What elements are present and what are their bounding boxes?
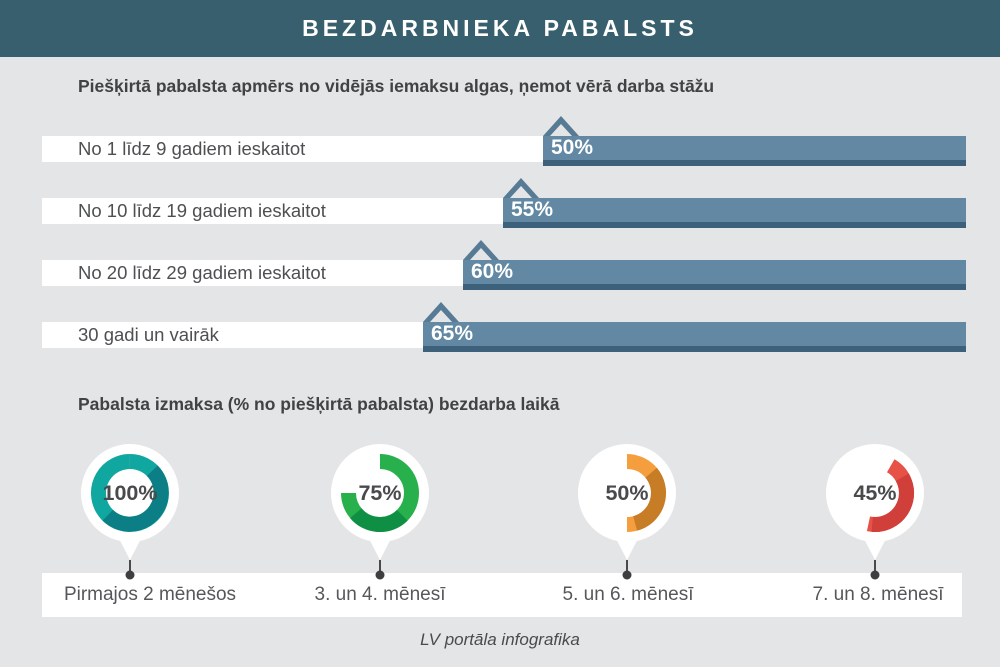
bar-value-label: 50% (551, 136, 594, 159)
donut-pin: 75% (328, 441, 432, 587)
bar-marker-inner (550, 124, 572, 136)
period-label: 3. un 4. mēnesī (314, 584, 446, 605)
bar-row: No 1 līdz 9 gadiem ieskaitot 50% (42, 116, 966, 166)
bar-value-label: 65% (431, 322, 474, 345)
credit-text: LV portāla infografika (420, 630, 580, 649)
bar-category-label: 30 gadi un vairāk (78, 324, 219, 345)
bar-marker-inner (470, 248, 492, 260)
bar-fill (543, 136, 966, 166)
pin-dot-icon (375, 570, 385, 580)
donut-value-label: 100% (103, 481, 158, 505)
pin-dot-icon (870, 570, 880, 580)
donut-value-label: 75% (358, 481, 401, 505)
section-title-bars: Piešķirtā pabalsta apmērs no vidējās iem… (78, 76, 715, 96)
donut-value-label: 50% (605, 481, 648, 505)
pin-dot-icon (622, 570, 632, 580)
bar-row: No 10 līdz 19 gadiem ieskaitot 55% (42, 178, 966, 228)
bar-category-label: No 20 līdz 29 gadiem ieskaitot (78, 262, 326, 283)
bar-value-label: 55% (511, 198, 554, 221)
donut-pin: 50% (575, 441, 679, 587)
bar-fill (463, 260, 966, 290)
bar-row: 30 gadi un vairāk 65% (42, 302, 966, 352)
pin-connector (626, 560, 628, 571)
period-label: 5. un 6. mēnesī (562, 584, 694, 605)
bar-category-label: No 10 līdz 19 gadiem ieskaitot (78, 200, 326, 221)
bar-row: No 20 līdz 29 gadiem ieskaitot 60% (42, 240, 966, 290)
donut-value-label: 45% (853, 481, 896, 505)
donut-ring-shadow (632, 467, 666, 531)
donut-ring-shadow (871, 473, 914, 532)
donut-ring-shadow (102, 465, 169, 532)
bar-label-box (42, 260, 463, 286)
header-bar: BEZDARBNIEKA PABALSTS (0, 0, 1000, 57)
bar-label-box (42, 198, 503, 224)
pin-connector (129, 560, 131, 571)
period-label: 7. un 8. mēnesī (812, 584, 944, 605)
bar-value-label: 60% (471, 260, 514, 283)
donut-pin: 100% (78, 441, 182, 587)
donut-ring-shadow (350, 508, 408, 532)
bar-fill (503, 198, 966, 228)
donut-pin: 45% (823, 441, 927, 587)
page-title: BEZDARBNIEKA PABALSTS (302, 15, 698, 41)
bar-marker-inner (510, 186, 532, 198)
bar-marker-inner (430, 310, 452, 322)
bar-label-box (42, 136, 543, 162)
period-label-band (42, 573, 962, 617)
period-label: Pirmajos 2 mēnešos (63, 584, 237, 605)
pin-dot-icon (125, 570, 135, 580)
section-title-donuts: Pabalsta izmaksa (% no piešķirtā pabalst… (78, 394, 560, 414)
bar-label-box (42, 322, 423, 348)
bar-category-label: No 1 līdz 9 gadiem ieskaitot (78, 138, 306, 159)
pin-connector (379, 560, 381, 571)
pin-connector (874, 560, 876, 571)
bar-fill (423, 322, 966, 352)
